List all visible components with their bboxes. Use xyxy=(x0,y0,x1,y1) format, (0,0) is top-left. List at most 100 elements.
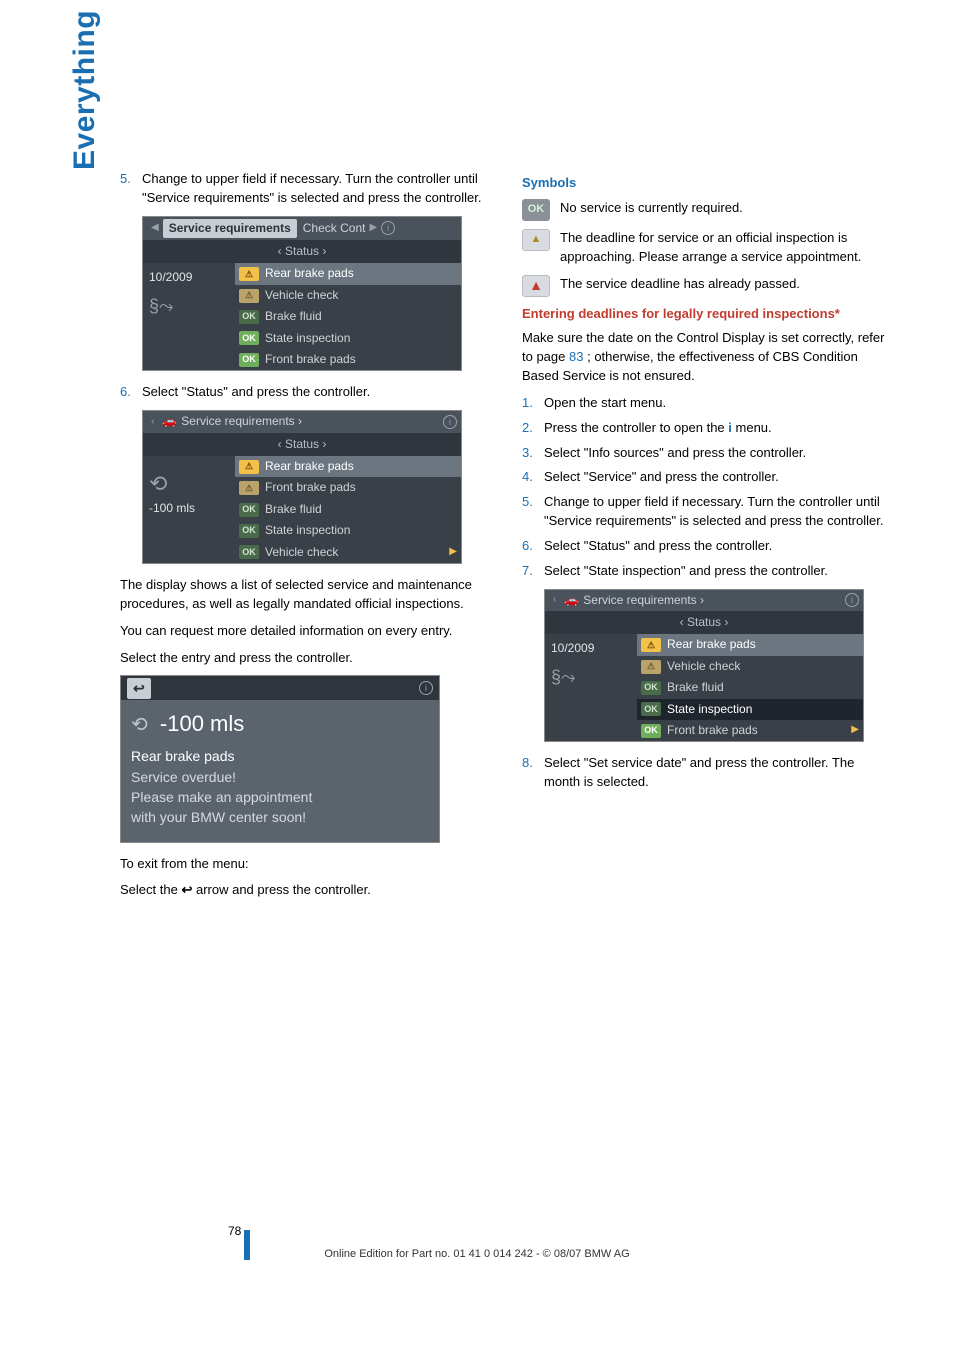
step-text: Select "State inspection" and press the … xyxy=(544,562,892,581)
shot-left-panel: 10/2009 §⤳ xyxy=(143,263,235,370)
text-span: arrow and press the controller. xyxy=(196,882,371,897)
text-span: Select the xyxy=(120,882,181,897)
side-tab: Everything under control xyxy=(68,0,102,170)
list-item: ⚠ Rear brake pads xyxy=(637,634,863,655)
row-label: Front brake pads xyxy=(265,479,457,496)
list-item: ⚠ Rear brake pads xyxy=(235,456,461,477)
step-number: 6. xyxy=(522,537,544,556)
list-item: OK Brake fluid xyxy=(235,499,461,520)
list-item: ⚠Front brake pads xyxy=(235,477,461,498)
list-item: OKVehicle check▶ xyxy=(235,542,461,563)
list-item: OKState inspection xyxy=(235,520,461,541)
ok-icon: OK xyxy=(239,503,259,517)
step-number: 1. xyxy=(522,394,544,413)
list-item: OK Front brake pads▶ xyxy=(637,720,863,741)
info-icon: i xyxy=(443,415,457,429)
back-icon: ↩ xyxy=(127,678,151,698)
list-item: OK Brake fluid xyxy=(637,677,863,698)
detail-line: Service overdue! xyxy=(131,767,429,787)
row-label: Vehicle check xyxy=(265,544,449,561)
status-bar: ‹ Status › xyxy=(545,611,863,634)
warning-icon: ⚠ xyxy=(641,638,661,652)
row-label: Rear brake pads xyxy=(265,458,457,475)
step-text: Change to upper field if necessary. Turn… xyxy=(142,170,490,208)
row-label: State inspection xyxy=(265,522,457,539)
step-number: 2. xyxy=(522,419,544,438)
triangle-left-icon: ‹ xyxy=(151,415,154,430)
detail-value: ⟲ -100 mls xyxy=(131,708,429,740)
paragraph: Make sure the date on the Control Displa… xyxy=(522,329,892,386)
ok-icon: OK xyxy=(522,199,550,221)
row-label: Brake fluid xyxy=(265,308,457,325)
shot-left-panel: ⟲ -100 mls xyxy=(143,456,235,563)
warning-icon: ⚠ xyxy=(641,660,661,674)
ok-icon: OK xyxy=(641,681,661,695)
paragraph: Select the entry and press the controlle… xyxy=(120,649,490,668)
step-text: Select "Info sources" and press the cont… xyxy=(544,444,892,463)
detail-line: Rear brake pads xyxy=(131,746,429,766)
symbol-text: The deadline for service or an official … xyxy=(560,229,892,267)
list-item: ⚠ Vehicle check xyxy=(235,285,461,306)
warning-icon: ▲ xyxy=(522,229,550,251)
gauge-icon: ⟲ xyxy=(131,714,148,736)
numbered-step: 4.Select "Service" and press the control… xyxy=(522,468,892,487)
step-text: Open the start menu. xyxy=(544,394,892,413)
step-number: 7. xyxy=(522,562,544,581)
paragraph: The display shows a list of selected ser… xyxy=(120,576,490,614)
list-item: OKState inspection xyxy=(235,328,461,349)
step-number: 4. xyxy=(522,468,544,487)
screenshot-state-inspection: ‹ 🚗 Service requirements › i ‹ Status › … xyxy=(544,589,864,743)
row-label: Brake fluid xyxy=(667,679,859,696)
step-text: Select "Set service date" and press the … xyxy=(544,754,892,792)
title-chip: Service requirements xyxy=(163,219,297,238)
screenshot-status: ‹ 🚗 Service requirements › i ‹ Status › … xyxy=(142,410,462,564)
shot-rows: ⚠ Rear brake pads ⚠Vehicle check OK Brake fl… xyxy=(637,634,863,741)
gauge-icon: §⤳ xyxy=(551,664,631,690)
row-label: State inspection xyxy=(667,701,859,718)
ok-icon: OK xyxy=(641,724,661,738)
page-link[interactable]: 83 xyxy=(569,349,583,364)
step-text: Select "Status" and press the controller… xyxy=(544,537,892,556)
step-text: Select "Status" and press the controller… xyxy=(142,383,490,402)
step-number: 5. xyxy=(120,170,142,208)
ok-icon: OK xyxy=(239,310,259,324)
ok-icon: OK xyxy=(239,353,259,367)
step-number: 5. xyxy=(522,493,544,531)
triangle-left-icon: ◀ xyxy=(151,221,159,236)
ok-icon: OK xyxy=(239,331,259,345)
shot-titlebar: ‹ 🚗 Service requirements › i xyxy=(143,411,461,432)
shot-left-panel: 10/2009 §⤳ xyxy=(545,634,637,741)
warning-icon: ⚠ xyxy=(239,289,259,303)
step-5: 5. Change to upper field if necessary. T… xyxy=(120,170,490,208)
row-label: Rear brake pads xyxy=(667,636,859,653)
chevron-right-icon: ▶ xyxy=(851,723,859,738)
step-text: Press the controller to open the i menu. xyxy=(544,419,892,438)
row-label: Front brake pads xyxy=(667,722,851,739)
symbol-row: OK No service is currently required. xyxy=(522,199,892,221)
row-label: Rear brake pads xyxy=(265,265,457,282)
info-icon: i xyxy=(419,681,433,695)
list-item: ⚠Rear brake pads xyxy=(235,263,461,284)
heading-symbols: Symbols xyxy=(522,174,892,193)
warning-icon: ⚠ xyxy=(239,460,259,474)
shot-value: -100 mls xyxy=(149,500,229,517)
symbol-text: No service is currently required. xyxy=(560,199,892,218)
list-item: OK Brake fluid xyxy=(235,306,461,327)
right-column: Symbols OK No service is currently requi… xyxy=(522,170,892,908)
row-label: Vehicle check xyxy=(265,287,457,304)
list-item: ⚠Vehicle check xyxy=(637,656,863,677)
status-bar: ‹ Status › xyxy=(143,240,461,263)
title-text: Service requirements › xyxy=(181,413,302,430)
info-icon: i xyxy=(845,593,859,607)
paragraph: To exit from the menu: xyxy=(120,855,490,874)
step-number: 6. xyxy=(120,383,142,402)
detail-line: with your BMW center soon! xyxy=(131,807,429,827)
ok-icon: OK xyxy=(641,702,661,716)
screenshot-service-requirements: ◀ Service requirements Check Cont ▶ i ‹ … xyxy=(142,216,462,372)
status-bar: ‹ Status › xyxy=(143,433,461,456)
title-rest: Check Cont xyxy=(303,220,366,237)
row-label: Front brake pads xyxy=(265,351,457,368)
numbered-step: 6.Select "Status" and press the controll… xyxy=(522,537,892,556)
row-label: Brake fluid xyxy=(265,501,457,518)
step-number: 3. xyxy=(522,444,544,463)
